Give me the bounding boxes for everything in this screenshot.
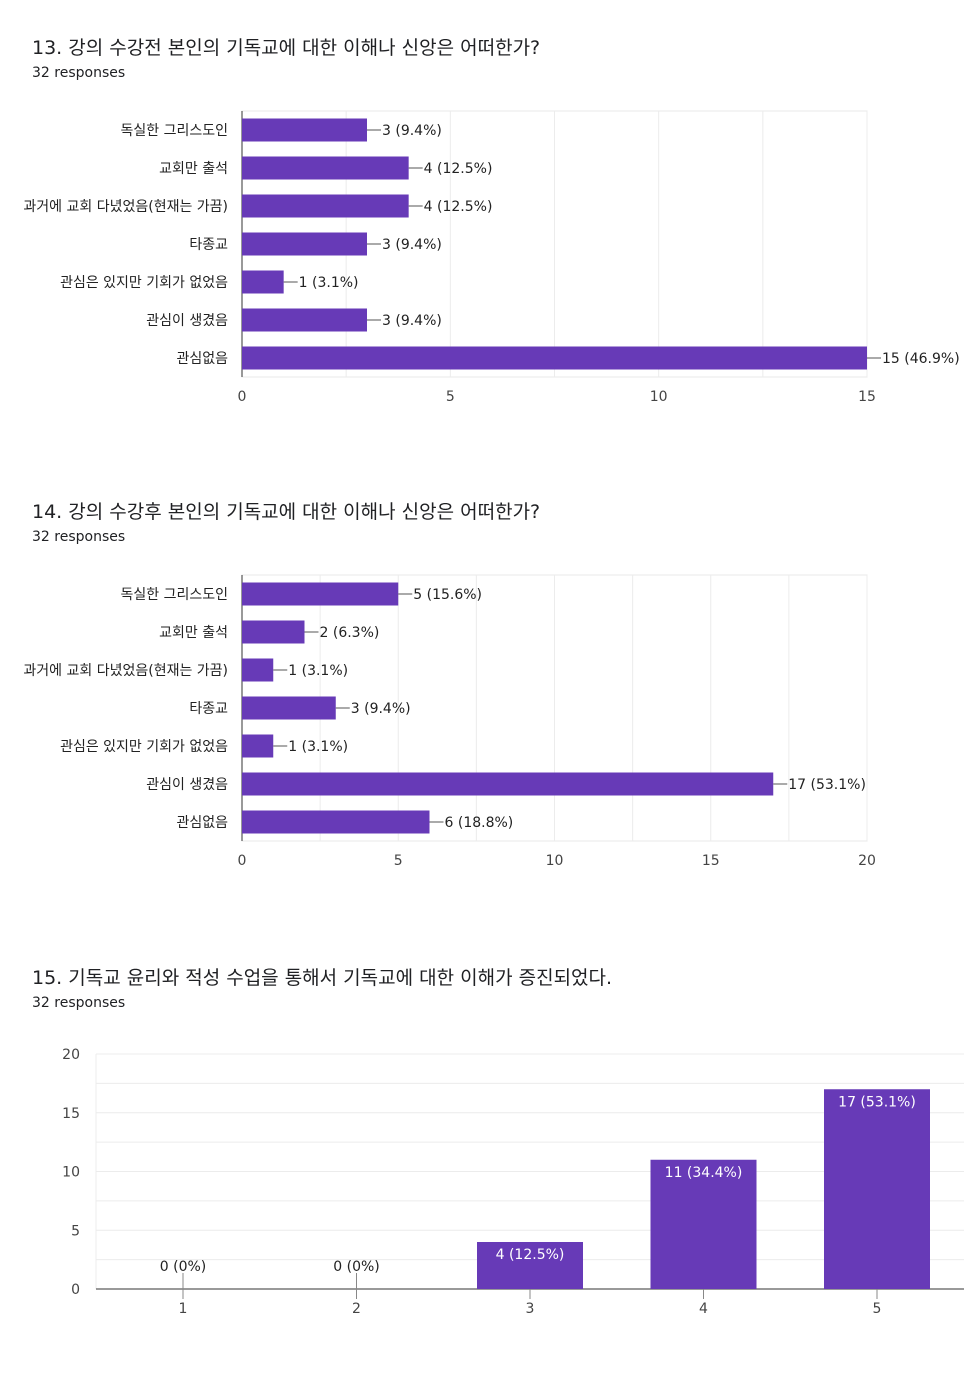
bar [242, 620, 305, 644]
category-label: 타종교 [189, 237, 228, 253]
y-tick-label: 20 [62, 1047, 80, 1063]
y-tick-label: 5 [71, 1223, 80, 1239]
bar [242, 270, 284, 294]
bar [242, 696, 336, 720]
data-label: 3 (9.4%) [382, 123, 442, 139]
bar [242, 658, 274, 682]
category-label: 관심이 생겼음 [146, 777, 228, 793]
bar [242, 772, 774, 796]
bar [242, 308, 367, 332]
question-title: 15. 기독교 윤리와 적성 수업을 통해서 기독교에 대한 이해가 증진되었다… [32, 967, 613, 989]
bar [650, 1159, 757, 1289]
category-label: 교회만 출석 [159, 625, 228, 641]
data-label: 1 (3.1%) [299, 275, 359, 291]
x-tick-label: 4 [699, 1301, 708, 1317]
y-tick-label: 15 [62, 1106, 80, 1122]
category-label: 관심이 생겼음 [146, 313, 228, 329]
question-13-section: 13. 강의 수강전 본인의 기독교에 대한 이해나 신앙은 어떠한가? 32 … [0, 0, 964, 440]
bar [242, 156, 409, 180]
data-label: 1 (3.1%) [288, 663, 348, 679]
x-tick-label: 0 [238, 853, 247, 869]
chart-q13: 0 5 10 15 독실한 그리스도인 3 (9.4%) 교회만 출석 4 (12.5%) 과거… [23, 110, 960, 405]
bar [477, 1242, 583, 1289]
bar [242, 346, 867, 370]
question-14-section: 14. 강의 수강후 본인의 기독교에 대한 이해나 신앙은 어떠한가? 32 … [23, 501, 876, 869]
x-tick-label: 10 [546, 853, 564, 869]
question-title: 14. 강의 수강후 본인의 기독교에 대한 이해나 신앙은 어떠한가? [32, 501, 541, 523]
data-label: 3 (9.4%) [382, 237, 442, 253]
response-count: 32 responses [32, 65, 126, 81]
x-tick-label: 10 [650, 389, 668, 405]
y-tick-label: 10 [62, 1165, 80, 1181]
question-title: 13. 강의 수강전 본인의 기독교에 대한 이해나 신앙은 어떠한가? [32, 37, 541, 59]
x-tick-label: 5 [873, 1301, 882, 1317]
bar [242, 582, 399, 606]
data-label: 2 (6.3%) [320, 625, 380, 641]
data-label: 4 (12.5%) [424, 161, 493, 177]
bar [242, 118, 367, 142]
data-label: 17 (53.1%) [788, 777, 866, 793]
bar [824, 1089, 930, 1289]
y-tick-label: 0 [71, 1282, 80, 1298]
data-label: 3 (9.4%) [351, 701, 411, 717]
bar [242, 194, 409, 218]
response-count: 32 responses [32, 995, 126, 1011]
data-label: 0 (0%) [333, 1259, 380, 1275]
x-tick-label: 3 [526, 1301, 535, 1317]
category-label: 교회만 출석 [159, 161, 228, 177]
category-label: 관심은 있지만 기회가 없었음 [60, 739, 228, 755]
x-tick-label: 0 [238, 389, 247, 405]
data-label: 1 (3.1%) [288, 739, 348, 755]
bar [242, 734, 274, 758]
x-tick-label: 2 [352, 1301, 361, 1317]
category-label: 관심은 있지만 기회가 없었음 [60, 275, 228, 291]
data-label: 4 (12.5%) [424, 199, 493, 215]
x-tick-label: 15 [858, 389, 876, 405]
category-label: 타종교 [189, 701, 228, 717]
x-tick-label: 5 [446, 389, 455, 405]
chart-q14: 0 5 10 15 20 독실한 그리스도인 5 (15.6%) 교회만 출석 2 (6.3%)… [23, 574, 876, 869]
category-label: 관심없음 [176, 815, 228, 831]
x-tick-label: 1 [179, 1301, 188, 1317]
data-label: 3 (9.4%) [382, 313, 442, 329]
category-label: 과거에 교회 다녔었음(현재는 가끔) [23, 199, 228, 215]
response-count: 32 responses [32, 529, 126, 545]
data-label: 0 (0%) [160, 1259, 207, 1275]
data-label: 4 (12.5%) [496, 1247, 565, 1263]
category-label: 과거에 교회 다녔었음(현재는 가끔) [23, 663, 228, 679]
bar [242, 232, 367, 256]
data-label: 11 (34.4%) [665, 1165, 743, 1181]
x-tick-label: 15 [702, 853, 720, 869]
data-label: 17 (53.1%) [838, 1094, 916, 1110]
x-tick-label: 20 [858, 853, 876, 869]
category-label: 독실한 그리스도인 [121, 587, 229, 603]
data-label: 6 (18.8%) [445, 815, 514, 831]
category-label: 관심없음 [176, 351, 228, 367]
x-tick-label: 5 [394, 853, 403, 869]
data-label: 15 (46.9%) [882, 351, 960, 367]
data-label: 5 (15.6%) [413, 587, 482, 603]
category-label: 독실한 그리스도인 [121, 123, 229, 139]
bar [242, 810, 430, 834]
